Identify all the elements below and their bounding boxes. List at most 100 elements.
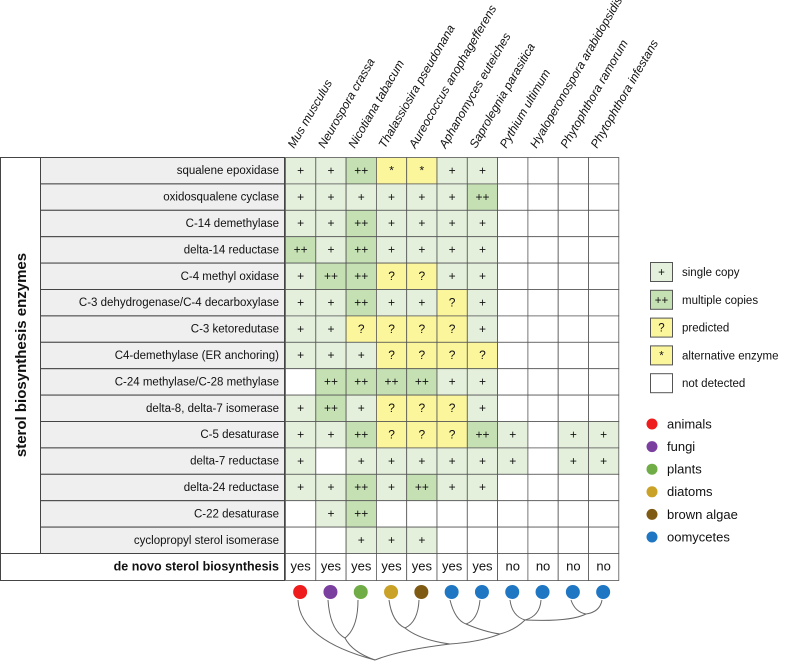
cell-symbol: ? bbox=[388, 401, 395, 415]
row-label-cell bbox=[40, 500, 285, 528]
cell-symbol: + bbox=[570, 427, 577, 441]
cell-symbol: + bbox=[327, 427, 334, 441]
cell-symbol: + bbox=[327, 507, 334, 521]
cell bbox=[436, 341, 468, 370]
cell bbox=[497, 341, 529, 370]
cell bbox=[588, 341, 620, 370]
cell bbox=[497, 289, 529, 317]
cell-symbol: + bbox=[388, 295, 395, 309]
cell-symbol: + bbox=[418, 216, 425, 230]
cell bbox=[527, 447, 559, 475]
cell bbox=[315, 341, 347, 370]
cell-symbol: ++ bbox=[354, 375, 368, 389]
cell-symbol: ++ bbox=[354, 295, 368, 309]
cell bbox=[527, 209, 559, 238]
cell-symbol: + bbox=[449, 454, 456, 468]
summary-value: yes bbox=[291, 558, 312, 573]
cell-symbol: ? bbox=[449, 322, 456, 336]
cell bbox=[406, 341, 438, 370]
cell-symbol: + bbox=[297, 295, 304, 309]
cell bbox=[497, 473, 529, 502]
cell-symbol: + bbox=[570, 454, 577, 468]
cell bbox=[557, 473, 589, 502]
cell bbox=[375, 209, 408, 238]
cell-symbol: + bbox=[449, 216, 456, 230]
legend-label: predicted bbox=[682, 323, 729, 335]
summary-value: no bbox=[536, 558, 550, 573]
cell bbox=[436, 526, 468, 554]
cell-symbol: * bbox=[389, 163, 394, 177]
branch bbox=[509, 599, 526, 621]
cell-symbol: + bbox=[297, 401, 304, 415]
cell bbox=[436, 209, 468, 238]
cell bbox=[466, 500, 498, 528]
cell-symbol: + bbox=[358, 348, 365, 362]
cell-symbol: ++ bbox=[475, 190, 489, 204]
group-dot bbox=[353, 585, 368, 599]
cell-symbol: + bbox=[418, 295, 425, 309]
cell bbox=[315, 526, 347, 554]
legend-swatch bbox=[650, 373, 673, 394]
summary-value: no bbox=[596, 558, 610, 573]
cell-symbol: ++ bbox=[324, 269, 338, 283]
cell-symbol: + bbox=[297, 348, 304, 362]
cell bbox=[375, 236, 408, 264]
cell bbox=[527, 368, 559, 396]
group-legend-dot bbox=[646, 463, 658, 475]
legend-swatch bbox=[650, 345, 673, 366]
cell bbox=[557, 262, 589, 290]
cell bbox=[436, 421, 468, 449]
cell bbox=[345, 394, 377, 422]
group-dot bbox=[414, 585, 429, 599]
cell-symbol: + bbox=[297, 480, 304, 494]
cell-symbol: ++ bbox=[385, 375, 399, 389]
cell-symbol: + bbox=[297, 163, 304, 177]
cell-symbol: + bbox=[388, 480, 395, 494]
branch bbox=[404, 599, 420, 629]
row-label: squalene epoxidase bbox=[177, 165, 279, 177]
cell bbox=[588, 289, 620, 317]
cell-symbol: + bbox=[479, 375, 486, 389]
group-dot bbox=[596, 585, 611, 599]
group-dot bbox=[535, 585, 550, 599]
legend-label: not detected bbox=[682, 378, 745, 390]
group-legend-dot bbox=[646, 441, 658, 453]
cell bbox=[527, 526, 559, 554]
cell bbox=[345, 157, 377, 185]
cell-symbol: + bbox=[418, 190, 425, 204]
cell bbox=[466, 368, 498, 396]
row-label-cell bbox=[40, 394, 285, 423]
group-legend-label: oomycetes bbox=[667, 529, 730, 544]
cell bbox=[497, 262, 529, 290]
cell bbox=[345, 526, 377, 554]
cell-symbol: ? bbox=[449, 348, 456, 362]
cell-symbol: ++ bbox=[354, 427, 368, 441]
cell-symbol: ? bbox=[419, 427, 426, 441]
cell-symbol: ? bbox=[449, 401, 456, 415]
cell bbox=[345, 315, 377, 343]
cell-symbol: + bbox=[358, 190, 365, 204]
summary-cell bbox=[436, 553, 468, 581]
group-legend-label: animals bbox=[667, 416, 712, 431]
cell bbox=[588, 473, 620, 502]
row-label-cell bbox=[40, 236, 285, 264]
cell-symbol: ? bbox=[358, 322, 365, 336]
cell bbox=[588, 368, 620, 396]
cell-symbol: ? bbox=[388, 348, 395, 362]
cell-symbol: ? bbox=[449, 295, 456, 309]
cell bbox=[466, 526, 498, 554]
cell-symbol: + bbox=[509, 454, 516, 468]
summary-label-cell bbox=[0, 553, 285, 581]
cell bbox=[406, 315, 438, 343]
cell bbox=[345, 183, 377, 211]
summary-value: no bbox=[506, 558, 520, 573]
cell bbox=[285, 262, 317, 290]
row-label: delta-8, delta-7 isomerase bbox=[146, 403, 279, 415]
cell-symbol: + bbox=[600, 427, 607, 441]
cell-symbol: ++ bbox=[354, 243, 368, 257]
legend-swatch bbox=[650, 317, 673, 338]
row-label: C-5 desaturase bbox=[200, 429, 279, 441]
cell-symbol: ++ bbox=[324, 401, 338, 415]
cell bbox=[345, 262, 377, 290]
cell-symbol: + bbox=[479, 401, 486, 415]
